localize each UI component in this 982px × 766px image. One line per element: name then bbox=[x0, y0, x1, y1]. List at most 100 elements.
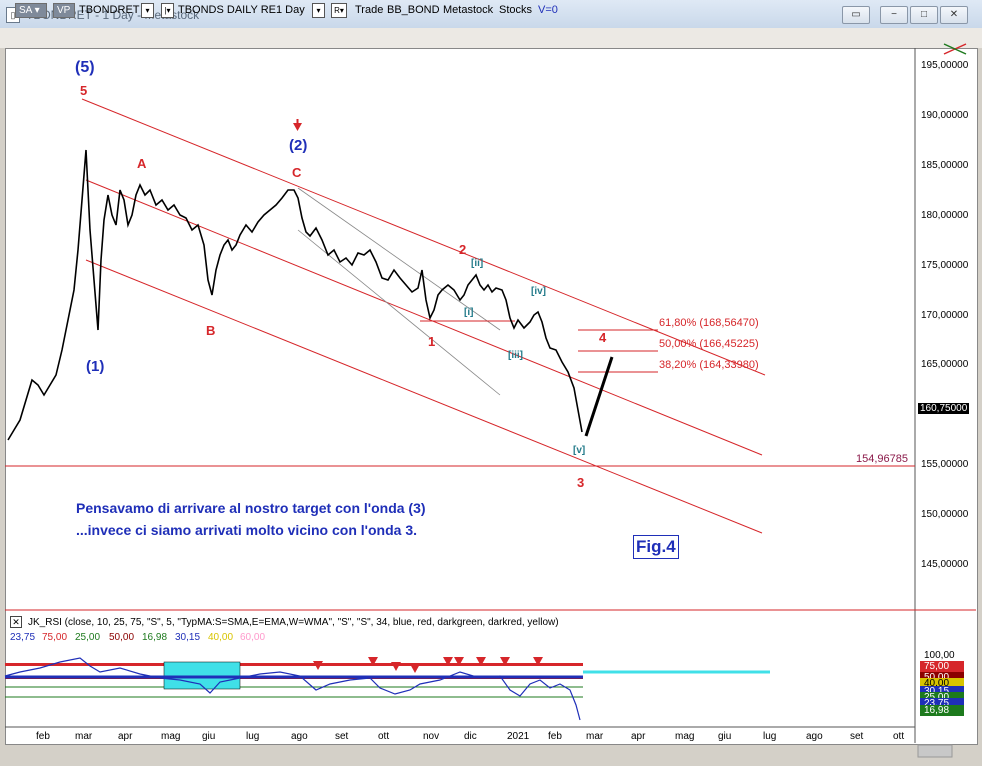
price-tick: 195,00000 bbox=[921, 60, 969, 71]
subwave-label-iv: [iv] bbox=[531, 286, 546, 297]
symbol-label[interactable]: TBONDRET bbox=[79, 4, 140, 16]
time-tick: ott bbox=[893, 731, 905, 742]
time-tick: dic bbox=[464, 731, 477, 742]
rsi-value: 40,00 bbox=[208, 632, 234, 643]
rsi-axis-label: 30,15 bbox=[920, 686, 964, 697]
rsi-value: 25,00 bbox=[75, 632, 101, 643]
price-tick: 155,00000 bbox=[921, 459, 969, 470]
fib-label-382: 38,20% (164,33980) bbox=[659, 359, 759, 371]
rsi-upper-band bbox=[5, 663, 583, 666]
security-name[interactable]: TBONDS DAILY RE bbox=[178, 4, 277, 16]
trade-label[interactable]: Trade bbox=[355, 4, 384, 16]
rsi-value: 60,00 bbox=[240, 632, 266, 643]
rsi-signal-arrows bbox=[313, 657, 543, 673]
time-tick: mar bbox=[75, 731, 93, 742]
rsi-axis-label: 100,00 bbox=[924, 650, 955, 661]
price-series bbox=[7, 149, 583, 441]
rsi-axis-label: 25,00 bbox=[920, 692, 964, 703]
rsi-title: JK_RSI (close, 10, 25, 75, "S", 5, "TypM… bbox=[28, 617, 559, 628]
close-indicator-icon[interactable]: ✕ bbox=[10, 616, 22, 628]
stocks-label: Stocks bbox=[499, 4, 533, 16]
time-tick: feb bbox=[548, 731, 562, 742]
figure-label: Fig.4 bbox=[633, 535, 679, 559]
symbol-dropdown[interactable]: ▾ bbox=[141, 3, 154, 18]
rsi-value: 50,00 bbox=[109, 632, 135, 643]
security-selector-icon[interactable]: |▾ bbox=[161, 3, 174, 18]
time-tick: lug bbox=[763, 731, 777, 742]
subwave-label-ii: [ii] bbox=[471, 258, 484, 269]
fib-label-618: 61,80% (168,56470) bbox=[659, 317, 759, 329]
subwave-label-iii: [iii] bbox=[508, 350, 523, 361]
time-tick: ago bbox=[291, 731, 308, 742]
sa-button[interactable]: SA ▾ bbox=[15, 3, 47, 18]
rsi-axis-label: 75,00 bbox=[920, 661, 964, 672]
time-tick: mag bbox=[675, 731, 695, 742]
down-arrow-icon bbox=[293, 123, 302, 131]
scrollbar-thumb bbox=[917, 744, 953, 758]
indicator-icon bbox=[943, 43, 967, 55]
time-tick: giu bbox=[202, 731, 216, 742]
rsi-value: 75,00 bbox=[42, 632, 68, 643]
trendline-grey-1 bbox=[297, 187, 501, 331]
volume-label: V=0 bbox=[538, 4, 558, 16]
comment-line-1: Pensavamo di arrivare al nostro target c… bbox=[76, 500, 426, 516]
price-tick: 145,00000 bbox=[921, 559, 969, 570]
trendline-grey-2 bbox=[297, 229, 501, 396]
chart-toolbar bbox=[0, 28, 982, 48]
rsi-axis-label: 16,98 bbox=[920, 705, 964, 716]
wave-label-2-red: 2 bbox=[459, 242, 467, 257]
current-price-badge: 160,75000 bbox=[918, 403, 970, 414]
time-tick: apr bbox=[631, 731, 646, 742]
price-tick: 165,00000 bbox=[921, 359, 969, 370]
time-tick: set bbox=[335, 731, 349, 742]
close-button[interactable]: ✕ bbox=[940, 6, 968, 24]
wave-label-C: C bbox=[292, 165, 302, 180]
chart-area[interactable] bbox=[5, 48, 978, 745]
projection-arrow bbox=[584, 356, 614, 437]
rsi-axis-label: 50,00 bbox=[920, 672, 964, 683]
time-tick: apr bbox=[118, 731, 133, 742]
price-tick: 170,00000 bbox=[921, 310, 969, 321]
price-tick: 180,00000 bbox=[921, 210, 969, 221]
channel-lower bbox=[85, 259, 763, 534]
rsi-axis-label: 23,75 bbox=[920, 698, 964, 709]
time-tick: feb bbox=[36, 731, 50, 742]
price-tick: 175,00000 bbox=[921, 260, 969, 271]
wave-label-B: B bbox=[206, 323, 216, 338]
rsi-value: 16,98 bbox=[142, 632, 168, 643]
period-label[interactable]: 1 Day bbox=[276, 4, 305, 16]
source-label: BB_BOND bbox=[387, 4, 440, 16]
minimize-button[interactable]: − bbox=[880, 6, 908, 24]
maximize-button[interactable]: □ bbox=[910, 6, 938, 24]
price-tick: 185,00000 bbox=[921, 160, 969, 171]
refresh-button[interactable]: R▾ bbox=[331, 3, 347, 18]
comment-line-2: ...invece ci siamo arrivati molto vicino… bbox=[76, 522, 417, 538]
vp-button[interactable]: VP bbox=[53, 3, 75, 18]
wave-label-3-red: 3 bbox=[577, 475, 585, 490]
rsi-axis-label: 40,00 bbox=[920, 678, 964, 689]
wave-label-4-red: 4 bbox=[599, 330, 607, 345]
period-dropdown[interactable]: ▾ bbox=[312, 3, 325, 18]
restore-layout-button[interactable]: ▭ bbox=[842, 6, 870, 24]
time-tick: lug bbox=[246, 731, 260, 742]
wave-label-2-blue: (2) bbox=[289, 137, 308, 154]
time-tick: set bbox=[850, 731, 864, 742]
subwave-label-i: [i] bbox=[464, 307, 474, 318]
price-tick: 150,00000 bbox=[921, 509, 969, 520]
fib-label-500: 50,00% (166,45225) bbox=[659, 338, 759, 350]
wave-label-1-red: 1 bbox=[428, 334, 436, 349]
time-tick: 2021 bbox=[507, 731, 530, 742]
wave-label-5-red: 5 bbox=[80, 83, 88, 98]
rsi-value: 23,75 bbox=[10, 632, 36, 643]
time-tick: ago bbox=[806, 731, 823, 742]
wave-label-5-blue: (5) bbox=[75, 59, 95, 76]
price-tick: 190,00000 bbox=[921, 110, 969, 121]
rsi-line bbox=[4, 657, 581, 721]
time-tick: nov bbox=[423, 731, 440, 742]
time-tick: mar bbox=[586, 731, 604, 742]
wave-label-A: A bbox=[137, 156, 147, 171]
hline-label: 154,96785 bbox=[856, 453, 908, 465]
channel-upper bbox=[81, 98, 766, 376]
metastock-label: Metastock bbox=[443, 4, 494, 16]
